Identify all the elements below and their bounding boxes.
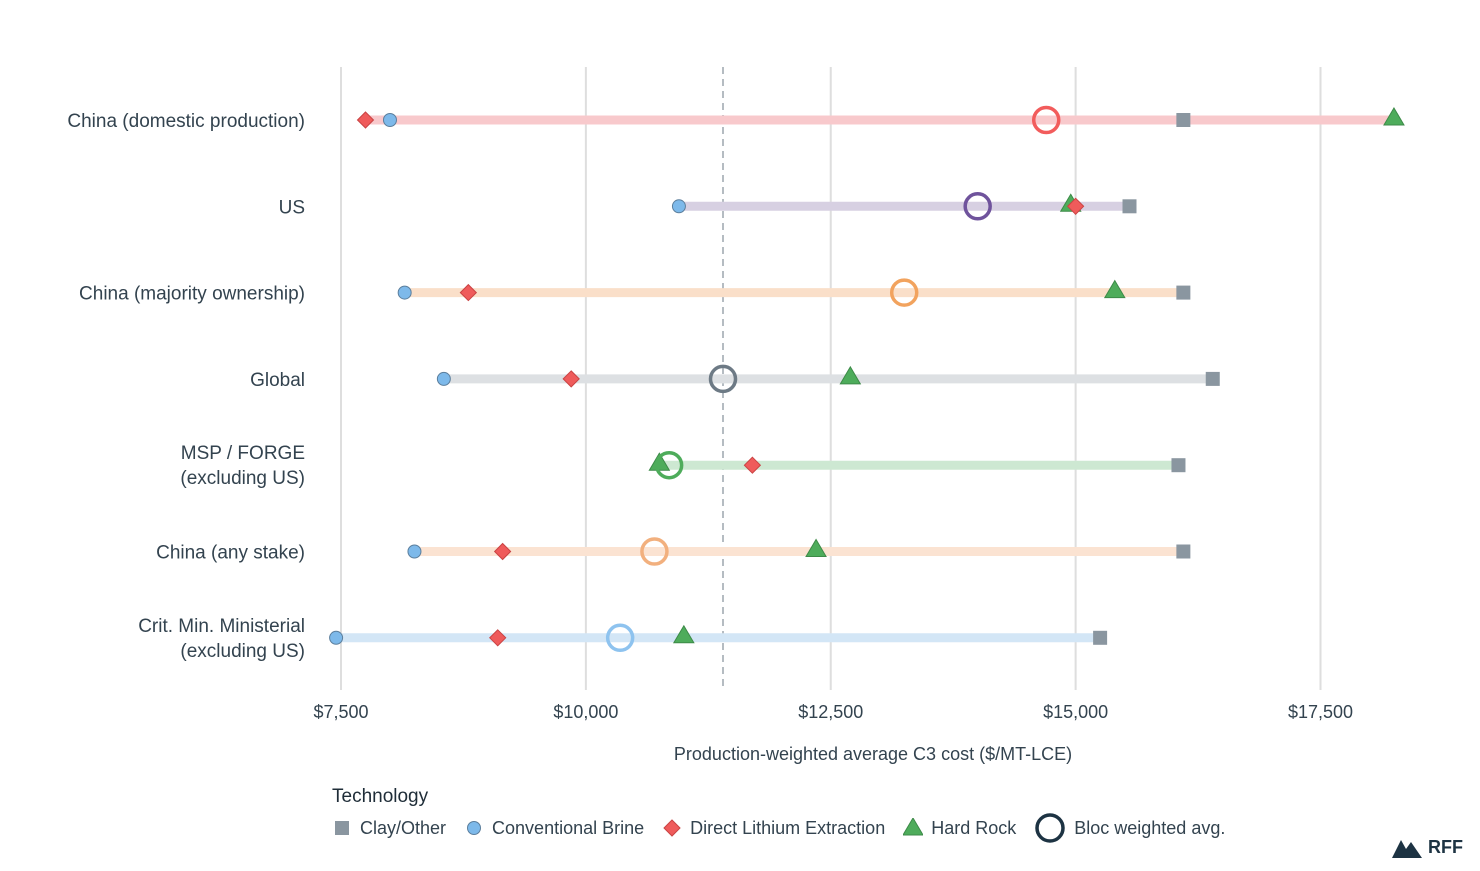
- clay-other-point: [1093, 630, 1108, 645]
- legend-label: Conventional Brine: [492, 817, 645, 838]
- category-row: [648, 450, 1186, 480]
- legend-label: Hard Rock: [931, 817, 1017, 838]
- conventional-brine-point: [382, 113, 397, 127]
- direct-lithium-extraction-point: [356, 111, 375, 129]
- category-label: (excluding US): [180, 641, 305, 662]
- conventional-brine-point: [407, 544, 422, 559]
- x-tick-label: $10,000: [553, 702, 618, 722]
- category-row: [671, 192, 1137, 221]
- clay-other-point: [1176, 113, 1191, 127]
- legend-marker: [335, 821, 349, 835]
- legend-item-clay: Clay/Other: [332, 818, 446, 839]
- category-label: MSP / FORGE: [181, 443, 305, 464]
- conventional-brine-point: [436, 371, 451, 386]
- category-labels: China (domestic production) US China (majo…: [67, 111, 305, 662]
- x-axis-title: Production-weighted average C3 cost ($/M…: [674, 744, 1072, 764]
- category-label: China (domestic production): [67, 111, 305, 132]
- legend: Technology Clay/Other Conventional Brine D…: [332, 786, 1243, 844]
- direct-lithium-extraction-point: [743, 456, 762, 474]
- category-row: [356, 105, 1405, 135]
- rff-logo: RFF: [1392, 836, 1463, 858]
- direct-lithium-extraction-point: [459, 283, 478, 302]
- chart: China (domestic production) US China (majo…: [67, 67, 1405, 764]
- category-label: Crit. Min. Ministerial: [138, 616, 305, 637]
- category-label: China (any stake): [156, 543, 305, 564]
- category-label: Global: [250, 370, 305, 391]
- ring-marker-icon: [1035, 813, 1065, 843]
- bloc-weighted-avg-point: [654, 450, 684, 480]
- mountain-icon: [1392, 840, 1422, 858]
- legend-item-hard-rock: Hard Rock: [903, 818, 1016, 839]
- legend-label: Clay/Other: [360, 817, 447, 838]
- category-row: [397, 278, 1191, 307]
- legend-items: Clay/Other Conventional Brine Direct Lithi…: [332, 812, 1243, 844]
- hard-rock-point: [672, 624, 695, 644]
- x-tick-label: $15,000: [1043, 702, 1108, 722]
- hard-rock-point: [1103, 279, 1126, 299]
- conventional-brine-point: [329, 630, 344, 645]
- clay-other-point: [1176, 544, 1191, 559]
- direct-lithium-extraction-point: [562, 370, 580, 388]
- bloc-weighted-avg-point: [640, 537, 669, 566]
- diamond-marker-icon: [663, 819, 681, 837]
- hard-rock-point: [1383, 107, 1405, 126]
- bloc-weighted-avg-point: [605, 623, 635, 653]
- category-row: [329, 623, 1108, 653]
- legend-item-avg: Bloc weighted avg.: [1034, 812, 1225, 844]
- clay-other-point: [1205, 371, 1220, 386]
- x-tick-label: $7,500: [313, 702, 368, 722]
- legend-marker: [1035, 813, 1065, 843]
- x-tick-label: $12,500: [798, 702, 863, 722]
- hard-rock-point: [805, 538, 827, 557]
- legend-title: Technology: [332, 786, 429, 807]
- triangle-marker-icon: [903, 818, 924, 836]
- clay-other-point: [1122, 199, 1137, 214]
- legend-item-brine: Conventional Brine: [464, 818, 644, 839]
- legend-label: Bloc weighted avg.: [1074, 817, 1226, 838]
- legend-marker: [467, 821, 482, 835]
- category-label: US: [279, 197, 305, 218]
- bloc-weighted-avg-point: [708, 364, 738, 394]
- logo-text: RFF: [1428, 836, 1463, 857]
- clay-other-point: [1171, 458, 1186, 473]
- direct-lithium-extraction-point: [1066, 197, 1085, 216]
- conventional-brine-point: [671, 199, 686, 214]
- conventional-brine-point: [397, 285, 412, 300]
- direct-lithium-extraction-point: [489, 629, 507, 647]
- legend-marker: [663, 819, 681, 837]
- clay-other-point: [1176, 285, 1191, 300]
- circle-marker-icon: [467, 821, 482, 835]
- square-marker-icon: [335, 821, 349, 835]
- x-tick-label: $17,500: [1288, 702, 1353, 722]
- category-label: China (majority ownership): [79, 284, 305, 305]
- legend-marker: [903, 818, 924, 836]
- category-row: [436, 364, 1220, 394]
- bloc-weighted-avg-point: [1031, 105, 1061, 135]
- direct-lithium-extraction-point: [493, 542, 512, 561]
- bloc-weighted-avg-point: [963, 192, 992, 221]
- legend-label: Direct Lithium Extraction: [690, 817, 886, 838]
- hard-rock-point: [839, 365, 862, 385]
- category-row: [407, 537, 1191, 566]
- category-rows: [329, 105, 1405, 653]
- x-tick-labels: $7,500 $10,000 $12,500 $15,000 $17,500: [313, 702, 1353, 722]
- legend-item-dle: Direct Lithium Extraction: [662, 818, 885, 839]
- category-label: (excluding US): [180, 468, 305, 489]
- bloc-weighted-avg-point: [889, 278, 919, 307]
